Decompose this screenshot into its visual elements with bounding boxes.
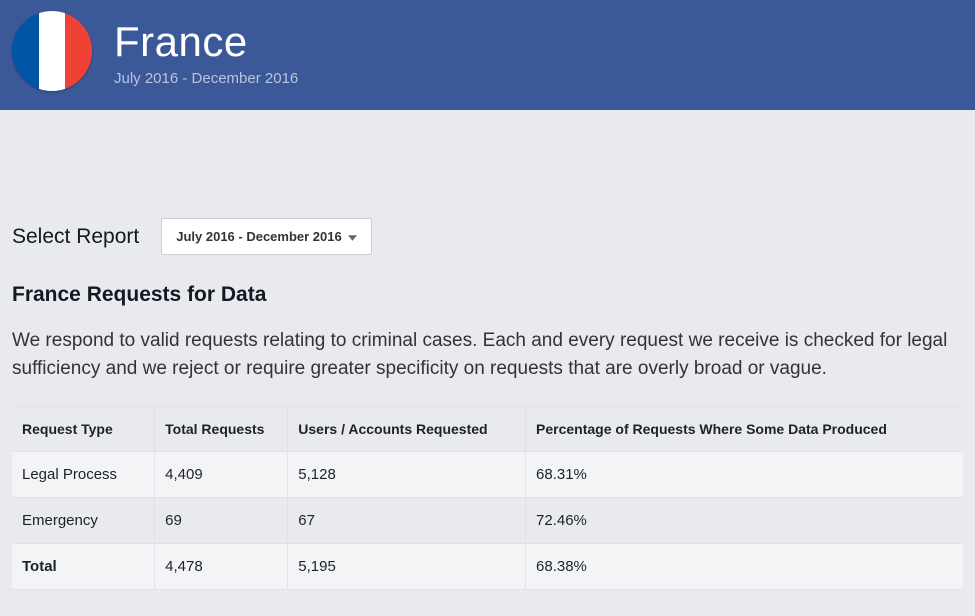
flag-stripe-red: [65, 11, 92, 91]
section-title: France Requests for Data: [12, 283, 963, 307]
table-row: Total4,4785,19568.38%: [12, 544, 963, 590]
chevron-down-icon: [348, 229, 357, 244]
table-col-header: Percentage of Requests Where Some Data P…: [526, 407, 963, 452]
table-col-header: Request Type: [12, 407, 155, 452]
country-title: France: [114, 18, 298, 66]
period-subtitle: July 2016 - December 2016: [114, 70, 298, 87]
table-cell: 67: [288, 498, 526, 544]
report-selector-label: Select Report: [12, 225, 139, 249]
table-cell: Emergency: [12, 498, 155, 544]
requests-table: Request TypeTotal RequestsUsers / Accoun…: [12, 406, 963, 590]
flag-stripe-blue: [12, 11, 39, 91]
report-selector-row: Select Report July 2016 - December 2016: [12, 218, 963, 255]
table-row: Emergency696772.46%: [12, 498, 963, 544]
table-cell: 5,128: [288, 452, 526, 498]
table-cell: 68.38%: [526, 544, 963, 590]
table-cell: 68.31%: [526, 452, 963, 498]
flag-stripe-white: [39, 11, 66, 91]
table-cell: 4,409: [155, 452, 288, 498]
table-row: Legal Process4,4095,12868.31%: [12, 452, 963, 498]
table-cell: Legal Process: [12, 452, 155, 498]
table-col-header: Total Requests: [155, 407, 288, 452]
content-area: Select Report July 2016 - December 2016 …: [0, 218, 975, 590]
page-header: France July 2016 - December 2016: [0, 0, 975, 110]
table-cell: Total: [12, 544, 155, 590]
table-body: Legal Process4,4095,12868.31%Emergency69…: [12, 452, 963, 590]
title-block: France July 2016 - December 2016: [114, 24, 298, 87]
section-description: We respond to valid requests relating to…: [12, 327, 963, 382]
country-flag-icon: [12, 11, 92, 91]
table-header: Request TypeTotal RequestsUsers / Accoun…: [12, 407, 963, 452]
table-cell: 69: [155, 498, 288, 544]
table-cell: 4,478: [155, 544, 288, 590]
report-selector-dropdown[interactable]: July 2016 - December 2016: [161, 218, 372, 255]
report-selector-value: July 2016 - December 2016: [176, 229, 342, 244]
table-cell: 72.46%: [526, 498, 963, 544]
table-cell: 5,195: [288, 544, 526, 590]
table-col-header: Users / Accounts Requested: [288, 407, 526, 452]
